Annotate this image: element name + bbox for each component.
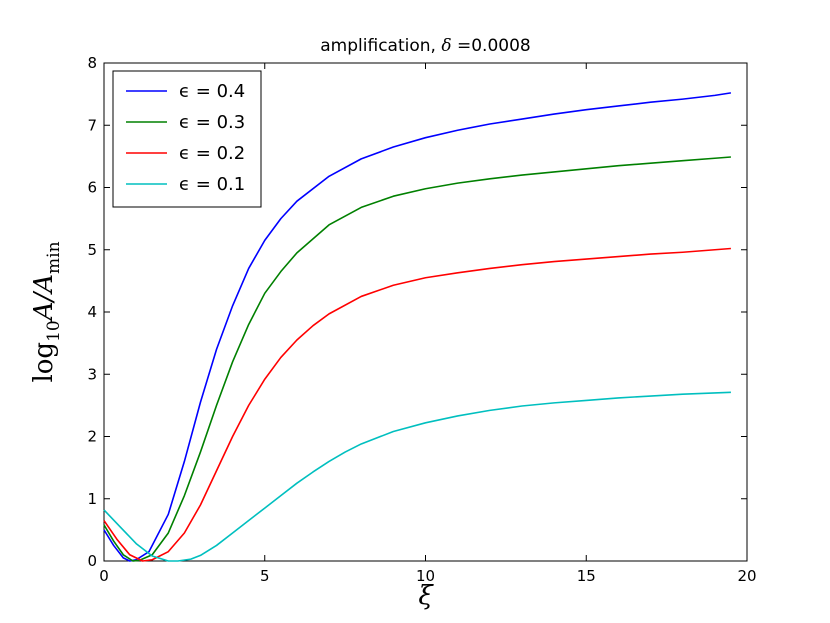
x-axis-label: ξ bbox=[418, 581, 434, 611]
x-tick-label: 5 bbox=[260, 567, 270, 585]
y-tick-label: 3 bbox=[87, 365, 97, 383]
series-line-2 bbox=[103, 156, 731, 562]
series-line-1 bbox=[103, 92, 732, 562]
legend-label-4: ϵ = 0.1 bbox=[179, 174, 245, 195]
legend-label-2: ϵ = 0.3 bbox=[179, 112, 245, 133]
chart-title: amplification, δ =0.0008 bbox=[320, 36, 530, 56]
series-line-4 bbox=[103, 391, 731, 562]
series-layer bbox=[103, 92, 732, 562]
y-tick-label: 2 bbox=[87, 428, 97, 446]
legend-items: ϵ = 0.4 ϵ = 0.3 ϵ = 0.2 ϵ = 0.1 bbox=[126, 81, 245, 195]
y-tick-label: 6 bbox=[87, 179, 97, 197]
x-tick-label: 20 bbox=[737, 567, 756, 585]
series-line-3 bbox=[103, 247, 731, 562]
y-tick-label: 4 bbox=[87, 303, 97, 321]
y-axis-label: log10A/Amin bbox=[29, 241, 64, 382]
legend-label-1: ϵ = 0.4 bbox=[179, 81, 245, 102]
legend-label-3: ϵ = 0.2 bbox=[179, 143, 245, 164]
y-tick-label: 7 bbox=[87, 116, 97, 134]
y-tick-label: 8 bbox=[87, 54, 97, 72]
y-tick-label: 0 bbox=[87, 552, 97, 570]
tick-layer: 0 5 10 15 20 0 1 2 3 4 5 6 7 8 bbox=[87, 54, 756, 585]
x-tick-label: 0 bbox=[99, 567, 109, 585]
y-tick-label: 5 bbox=[87, 241, 97, 259]
x-tick-label: 10 bbox=[416, 567, 435, 585]
x-tick-label: 15 bbox=[577, 567, 596, 585]
y-tick-label: 1 bbox=[87, 490, 97, 508]
legend: ϵ = 0.4 ϵ = 0.3 ϵ = 0.2 ϵ = 0.1 bbox=[112, 70, 262, 208]
